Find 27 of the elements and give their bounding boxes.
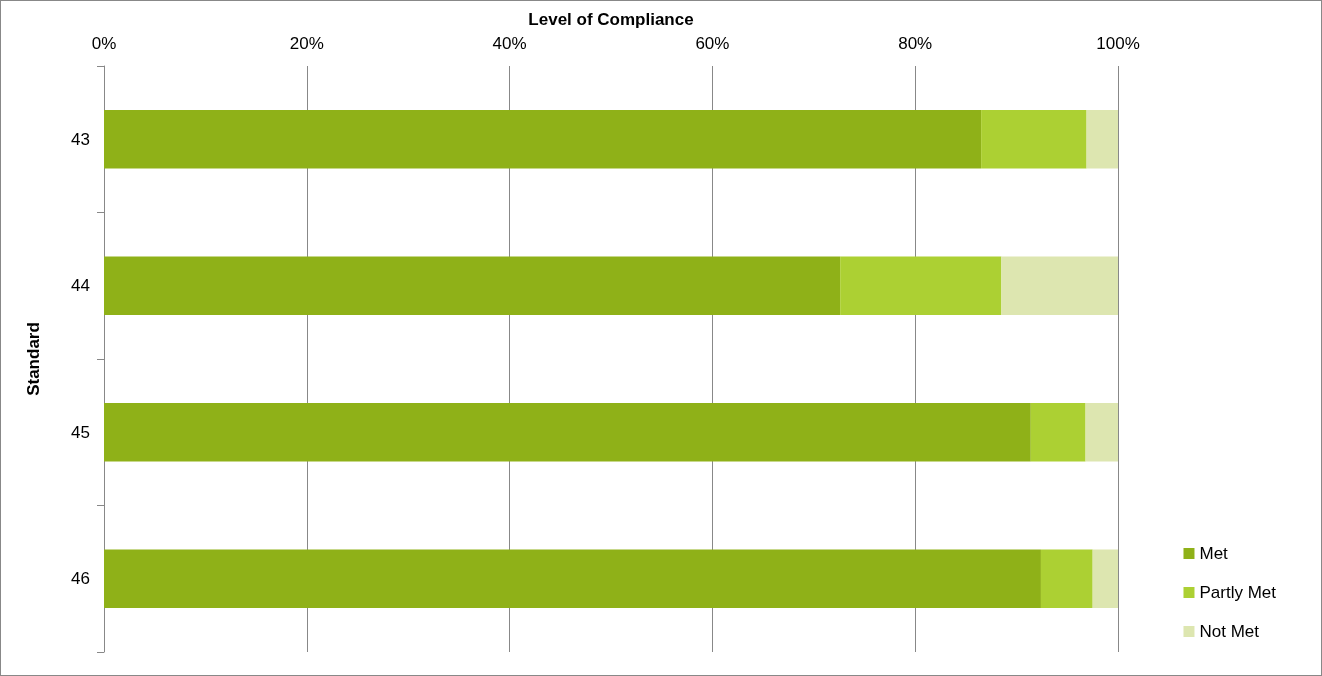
legend-label: Partly Met bbox=[1199, 583, 1277, 602]
bar bbox=[1085, 402, 1118, 462]
x-tick-label: 100% bbox=[1096, 34, 1140, 53]
x-tick-label: 60% bbox=[695, 34, 730, 53]
x-tick-label: 40% bbox=[492, 34, 527, 53]
y-axis-title: Standard bbox=[24, 322, 43, 396]
bar bbox=[981, 109, 1087, 169]
bar bbox=[1086, 109, 1118, 169]
bar bbox=[1092, 549, 1118, 609]
x-axis-title: Level of Compliance bbox=[528, 10, 694, 29]
y-tick-label: 43 bbox=[71, 129, 90, 149]
bar bbox=[104, 109, 982, 169]
legend-label: Met bbox=[1199, 544, 1229, 563]
bar bbox=[104, 256, 841, 316]
x-tick-label: 0% bbox=[91, 34, 117, 53]
bar bbox=[104, 549, 1041, 609]
bar bbox=[1030, 402, 1086, 462]
bar bbox=[104, 402, 1031, 462]
y-tick-label: 45 bbox=[71, 422, 90, 442]
bar bbox=[1001, 256, 1118, 316]
bar bbox=[1040, 549, 1093, 609]
legend-label: Not Met bbox=[1199, 622, 1260, 641]
y-tick-label: 46 bbox=[71, 569, 90, 589]
y-tick-label: 44 bbox=[71, 276, 90, 296]
bar bbox=[840, 256, 1002, 316]
x-tick-label: 80% bbox=[898, 34, 933, 53]
x-tick-label: 20% bbox=[289, 34, 324, 53]
